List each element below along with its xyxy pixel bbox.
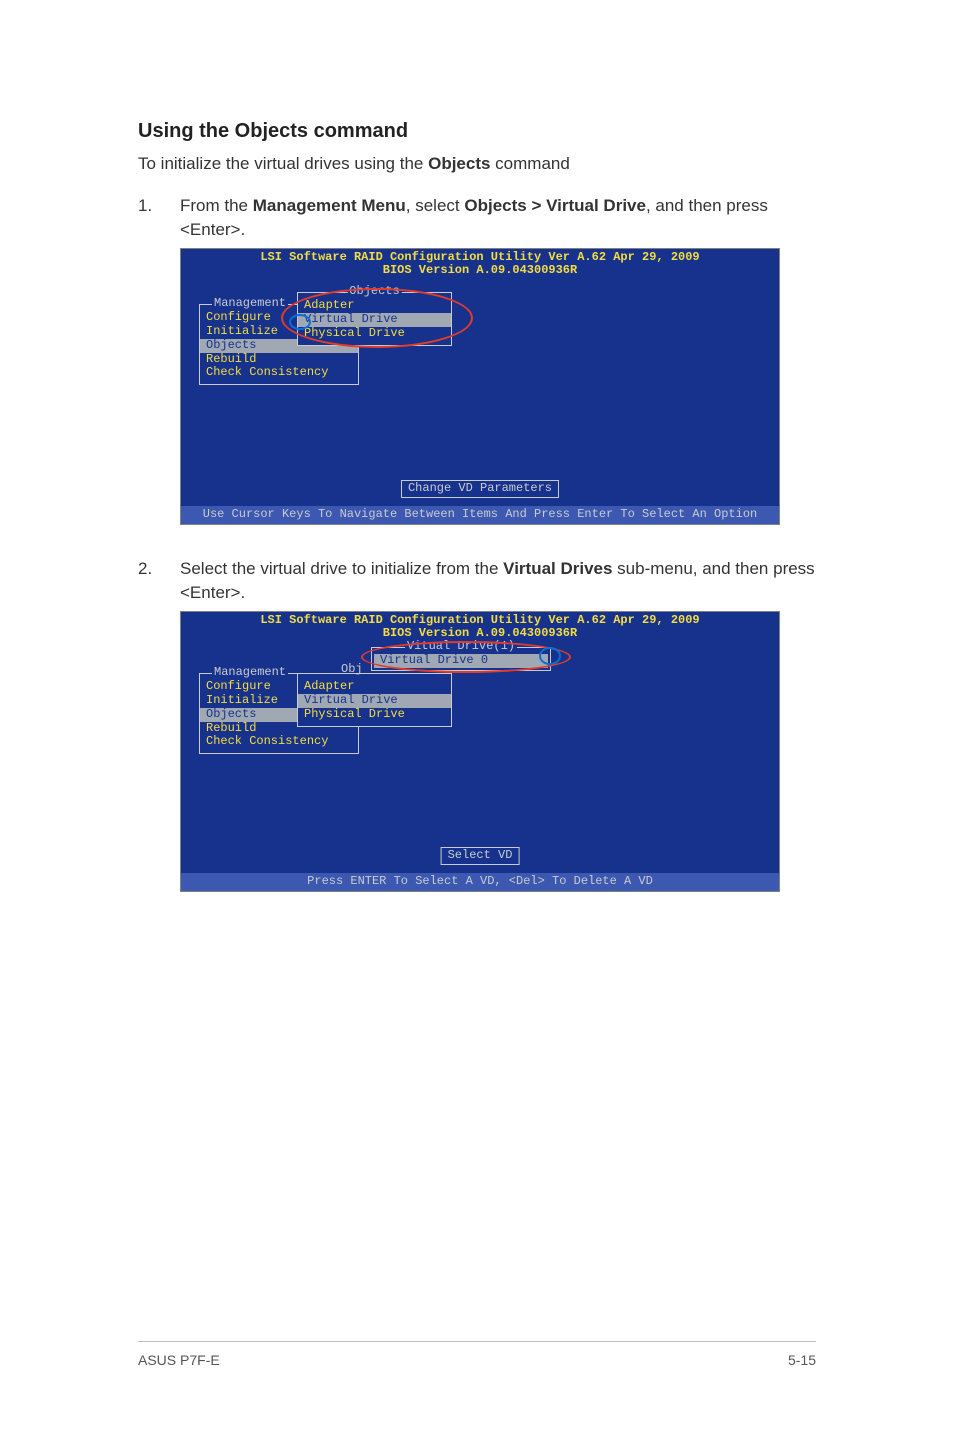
objects-menu-2: Adapter Virtual Drive Physical Drive (297, 673, 452, 726)
bios-header: LSI Software RAID Configuration Utility … (181, 249, 779, 281)
virtual-drive-list: Vitual Drive(1) Virtual Drive 0 (371, 647, 551, 671)
management-title: Management (212, 297, 288, 311)
vd-item-0: Virtual Drive 0 (374, 654, 548, 668)
t: Objects > Virtual Drive (464, 196, 646, 215)
intro-post: command (490, 154, 569, 173)
step-1-text: From the Management Menu, select Objects… (180, 194, 816, 242)
t: Virtual Drives (503, 559, 612, 578)
obj-virtual-drive: Virtual Drive (298, 313, 451, 327)
bios-screenshot-1: LSI Software RAID Configuration Utility … (180, 248, 780, 525)
bios-screenshot-2: LSI Software RAID Configuration Utility … (180, 611, 780, 892)
objects-menu: Objects Adapter Virtual Drive Physical D… (297, 292, 452, 345)
section-heading: Using the Objects command (138, 120, 816, 143)
step-2: 2. Select the virtual drive to initializ… (138, 557, 816, 605)
bios-header2-line1: LSI Software RAID Configuration Utility … (181, 614, 779, 628)
bios-body-2: Management Configure Initialize Objects … (181, 643, 779, 873)
bios-footer-1: Use Cursor Keys To Navigate Between Item… (181, 506, 779, 524)
obj-physical-drive: Physical Drive (298, 327, 451, 341)
mgmt-check: Check Consistency (200, 366, 358, 380)
t: , select (406, 196, 465, 215)
obj2-virtual-drive: Virtual Drive (298, 694, 451, 708)
step-2-text: Select the virtual drive to initialize f… (180, 557, 816, 605)
obj2-adapter: Adapter (298, 680, 451, 694)
footer-left: ASUS P7F-E (138, 1352, 220, 1368)
vd-title: Vitual Drive(1) (405, 640, 517, 654)
intro-text: To initialize the virtual drives using t… (138, 153, 816, 176)
obj2-physical-drive: Physical Drive (298, 708, 451, 722)
status-box-1: Change VD Parameters (401, 480, 559, 498)
bios-header-line2: BIOS Version A.09.04300936R (181, 264, 779, 278)
status-box-2: Select VD (441, 847, 520, 865)
t: Management Menu (253, 196, 406, 215)
bios-header-line1: LSI Software RAID Configuration Utility … (181, 251, 779, 265)
step-1: 1. From the Management Menu, select Obje… (138, 194, 816, 242)
objects-title: Objects (347, 285, 401, 299)
bios-footer-2: Press ENTER To Select A VD, <Del> To Del… (181, 873, 779, 891)
t: Select the virtual drive to initialize f… (180, 559, 503, 578)
t: From the (180, 196, 253, 215)
intro-bold: Objects (428, 154, 490, 173)
management-title-2: Management (212, 666, 288, 680)
bios-body: Management Configure Initialize Objects … (181, 280, 779, 506)
mgmt2-check: Check Consistency (200, 735, 358, 749)
footer-right: 5-15 (788, 1352, 816, 1368)
page-footer: ASUS P7F-E 5-15 (138, 1341, 816, 1368)
intro-pre: To initialize the virtual drives using t… (138, 154, 428, 173)
obj-small-label: Obj (341, 663, 363, 677)
mgmt-rebuild: Rebuild (200, 353, 358, 367)
obj-adapter: Adapter (298, 299, 451, 313)
step-2-num: 2. (138, 557, 180, 605)
step-1-num: 1. (138, 194, 180, 242)
